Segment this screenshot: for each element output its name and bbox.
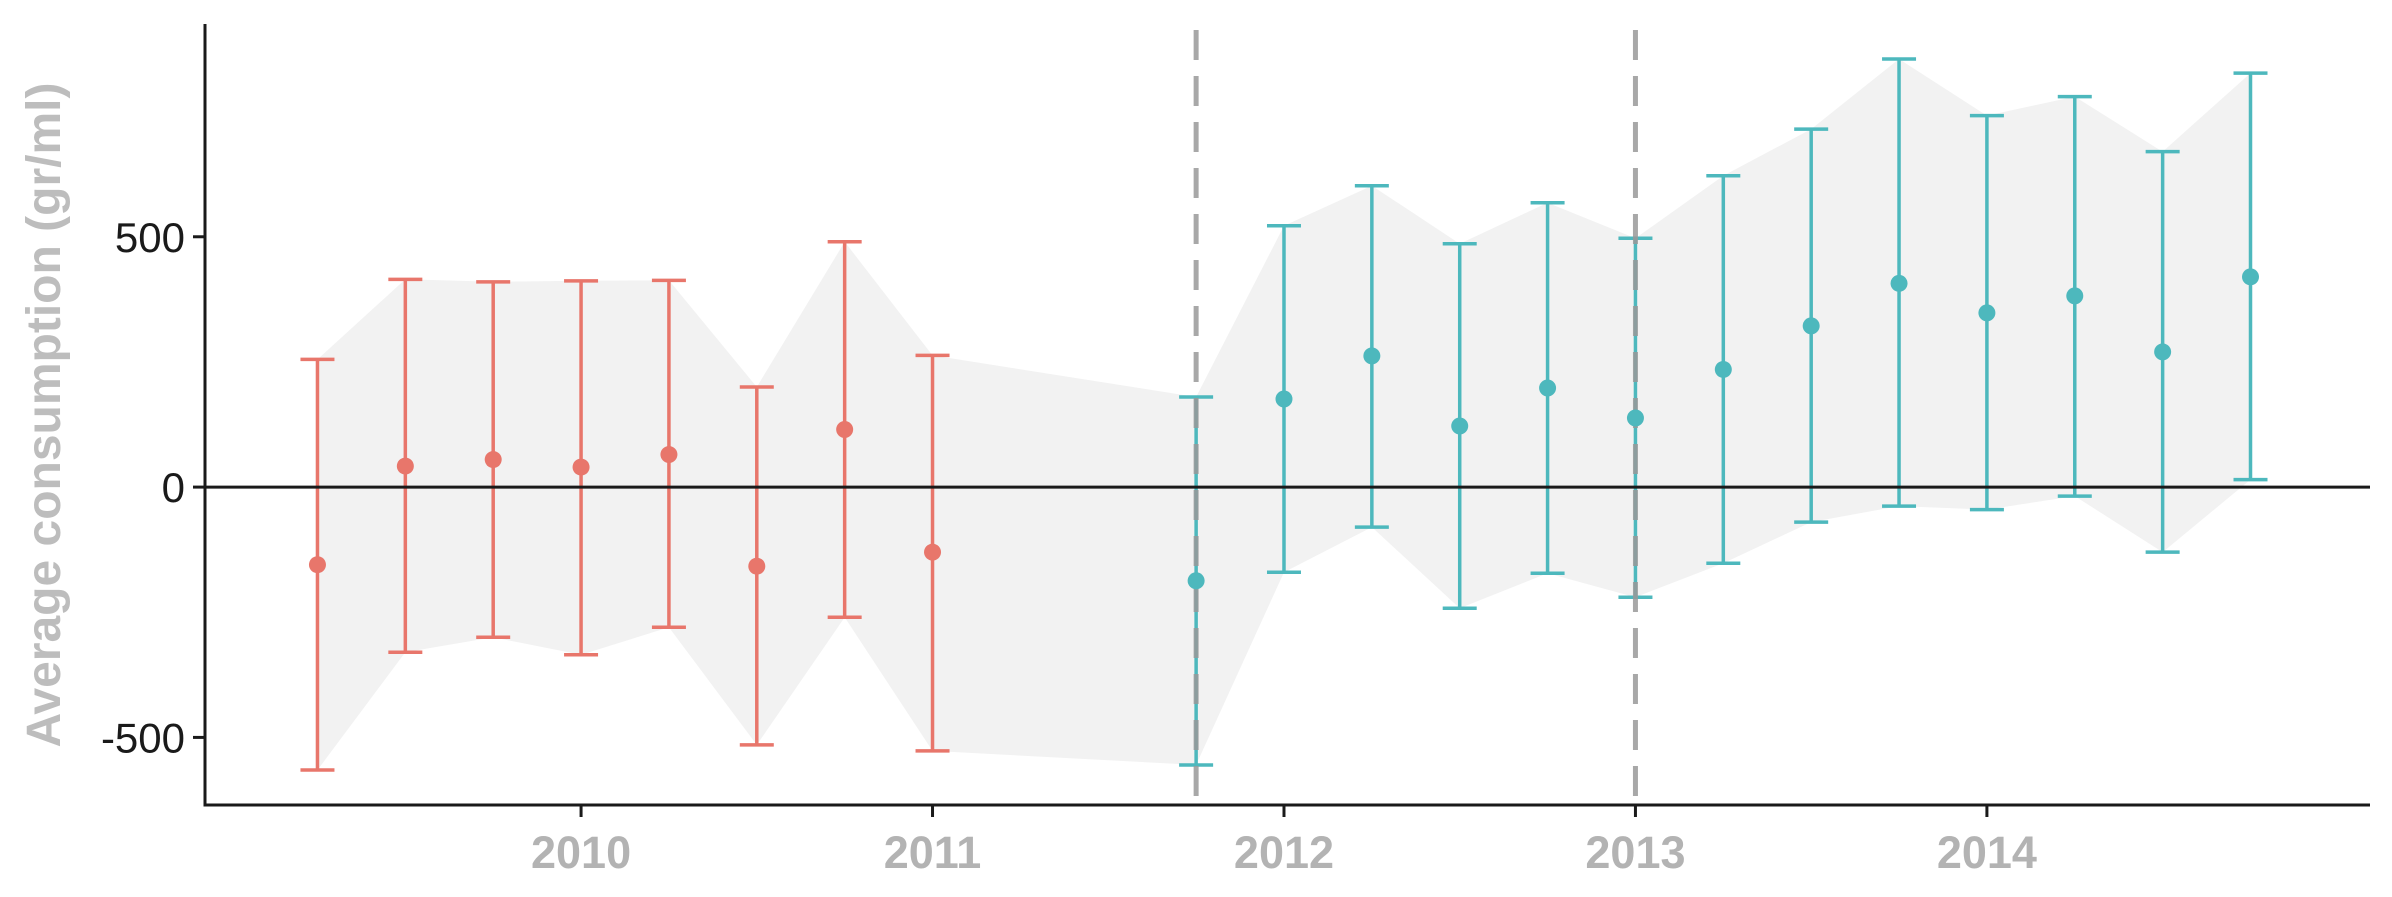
- data-point: [396, 457, 414, 475]
- y-tick-label: 0: [162, 464, 185, 511]
- data-point: [1275, 390, 1293, 408]
- data-point: [1539, 379, 1557, 397]
- data-point: [924, 543, 942, 561]
- axis-layer: [193, 24, 2370, 817]
- x-tick-label: 2010: [531, 827, 631, 878]
- y-axis-label: Average consumption (gr/ml): [18, 83, 71, 748]
- data-point: [1802, 317, 1820, 335]
- y-tick-label: 500: [115, 214, 185, 261]
- data-point: [660, 446, 678, 464]
- data-point: [308, 556, 326, 574]
- x-tick-label: 2013: [1585, 827, 1685, 878]
- data-point: [484, 451, 502, 469]
- data-point: [2154, 343, 2172, 361]
- data-point: [2242, 268, 2260, 286]
- data-point: [748, 557, 766, 575]
- data-point: [2066, 287, 2084, 305]
- x-tick-label: 2014: [1937, 827, 2037, 878]
- x-tick-label: 2011: [884, 827, 982, 878]
- data-point: [1187, 572, 1205, 590]
- data-point: [1890, 274, 1908, 292]
- tick-label-layer: -500 0 500 2010 2011 2012 2013 2014: [101, 214, 2037, 878]
- x-tick-label: 2012: [1234, 827, 1334, 878]
- data-point: [836, 421, 854, 439]
- data-point: [1451, 417, 1469, 435]
- y-tick-label: -500: [101, 714, 185, 761]
- point-layer: [308, 268, 2260, 590]
- data-point: [1978, 304, 1996, 322]
- data-point: [1363, 347, 1381, 365]
- data-point: [572, 458, 590, 476]
- data-point: [1626, 409, 1644, 427]
- data-point: [1714, 360, 1732, 378]
